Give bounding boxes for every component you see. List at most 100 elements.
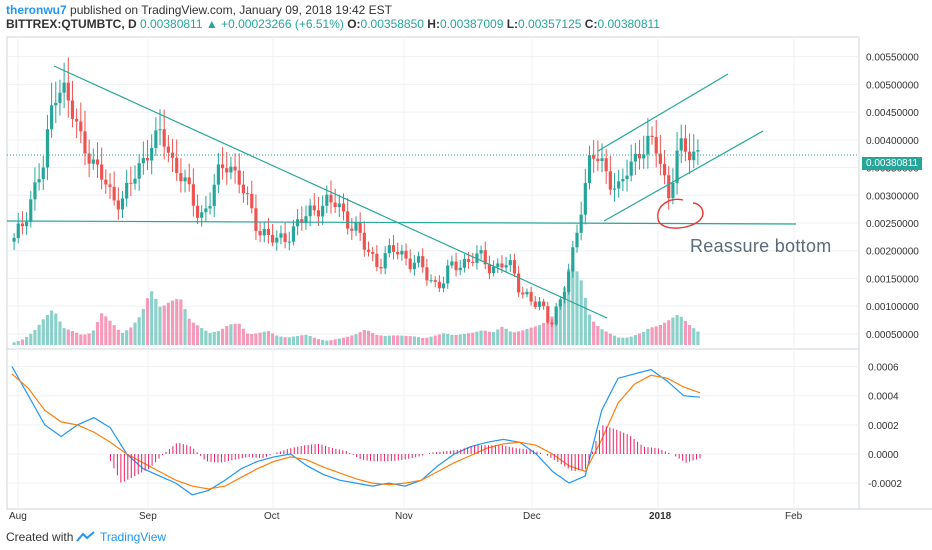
volume-bar <box>525 328 529 345</box>
author-link[interactable]: theronwu7 <box>6 3 67 17</box>
candle-body <box>362 232 366 250</box>
candle-body <box>671 183 675 199</box>
volume-bar <box>571 265 575 345</box>
candle-body <box>41 167 45 180</box>
candle-body <box>558 299 562 307</box>
candle-body <box>195 205 200 218</box>
channel-lower-line[interactable] <box>603 130 764 222</box>
x-tick-label: Dec <box>523 511 541 522</box>
volume-bar <box>66 329 70 345</box>
volume-bar <box>29 333 33 345</box>
volume-bar <box>87 333 91 345</box>
candle-body <box>696 150 700 152</box>
volume-bar <box>266 331 271 345</box>
x-tick-label: Oct <box>264 511 280 522</box>
candle-body <box>120 198 125 210</box>
candle-body <box>162 129 166 147</box>
price-tick-label: 0.00200000 <box>866 247 919 258</box>
bottom-circle-annotation[interactable] <box>657 198 704 229</box>
volume-bar <box>554 310 558 345</box>
macd-tick-label: -0.0002 <box>868 479 902 490</box>
volume-bar <box>216 331 220 345</box>
candle-body <box>254 208 258 231</box>
candle-body <box>91 159 95 164</box>
volume-bar <box>312 337 316 345</box>
last-price-tag: 0.00380811 <box>862 157 922 170</box>
candle-body <box>83 131 87 154</box>
candle-body <box>437 281 441 289</box>
volume-bar <box>671 317 675 345</box>
candle-body <box>592 155 596 159</box>
candle-body <box>62 82 66 93</box>
candle-body <box>241 184 246 194</box>
candle-body <box>58 92 62 103</box>
channel-upper-line[interactable] <box>597 73 729 152</box>
downtrend-line[interactable] <box>53 65 608 319</box>
volume-bar <box>567 269 571 345</box>
candle-body <box>492 266 496 274</box>
candle-body <box>191 184 195 206</box>
volume-bar <box>246 333 250 345</box>
drawings[interactable] <box>6 65 859 319</box>
candle-body <box>250 193 254 209</box>
volume-bar <box>521 330 525 345</box>
volume-bar <box>483 330 487 345</box>
candle-body <box>262 228 266 236</box>
candle-body <box>79 121 83 132</box>
candle-body <box>137 163 141 179</box>
candle-body <box>692 151 696 161</box>
candle-body <box>583 183 587 215</box>
volume-bar <box>354 334 358 345</box>
volume-bar <box>654 326 658 345</box>
candle-body <box>600 158 604 162</box>
candle-body <box>546 306 550 323</box>
candle-body <box>279 233 283 238</box>
candle-body <box>187 177 191 185</box>
volume-bar <box>642 331 646 345</box>
candle-body <box>329 194 333 203</box>
volume-bar <box>341 337 346 345</box>
volume-bar <box>179 299 183 345</box>
price-tick-label: 0.00100000 <box>866 302 919 313</box>
volume-bar <box>108 320 112 345</box>
close-label: C: <box>584 17 598 31</box>
low-value: 0.00357125 <box>518 17 582 31</box>
volume-bar <box>596 325 600 345</box>
candle-body <box>371 251 375 254</box>
volume-bars <box>12 265 700 345</box>
candle-body <box>112 186 116 201</box>
candle-body <box>37 179 41 183</box>
candle-body <box>687 151 692 161</box>
volume-bar <box>650 327 654 345</box>
candle-body <box>308 205 312 217</box>
volume-bar <box>137 317 141 345</box>
candle-body <box>508 260 512 266</box>
volume-bar <box>225 326 229 345</box>
volume-bar <box>166 302 170 345</box>
volume-bar <box>100 313 104 345</box>
volume-bar <box>362 329 366 345</box>
volume-bar <box>208 332 212 345</box>
candle-body <box>183 177 187 182</box>
price-chart[interactable]: 0.00550000 0.00500000 0.00450000 0.00400000… <box>0 0 932 522</box>
price-tick-label: 0.00450000 <box>866 108 919 119</box>
candle-body <box>446 265 450 284</box>
reassure-bottom-annotation[interactable]: Reassure bottom <box>690 236 832 256</box>
support-line[interactable] <box>6 220 797 225</box>
tradingview-link[interactable]: TradingView <box>100 530 167 544</box>
candle-body <box>416 256 421 263</box>
candle-body <box>617 181 621 189</box>
candle-body <box>542 301 546 307</box>
candle-body <box>354 222 358 231</box>
volume-bar <box>79 334 83 345</box>
volume-bar <box>358 332 362 345</box>
candle-body <box>216 164 220 185</box>
x-tick-label: Aug <box>9 511 27 522</box>
volume-bar <box>254 333 258 345</box>
candle-body <box>604 158 608 172</box>
volume-bar <box>83 334 87 345</box>
candle-body <box>642 154 646 159</box>
volume-bar <box>446 334 450 345</box>
volume-bar <box>75 332 79 345</box>
volume-bar <box>229 324 233 345</box>
